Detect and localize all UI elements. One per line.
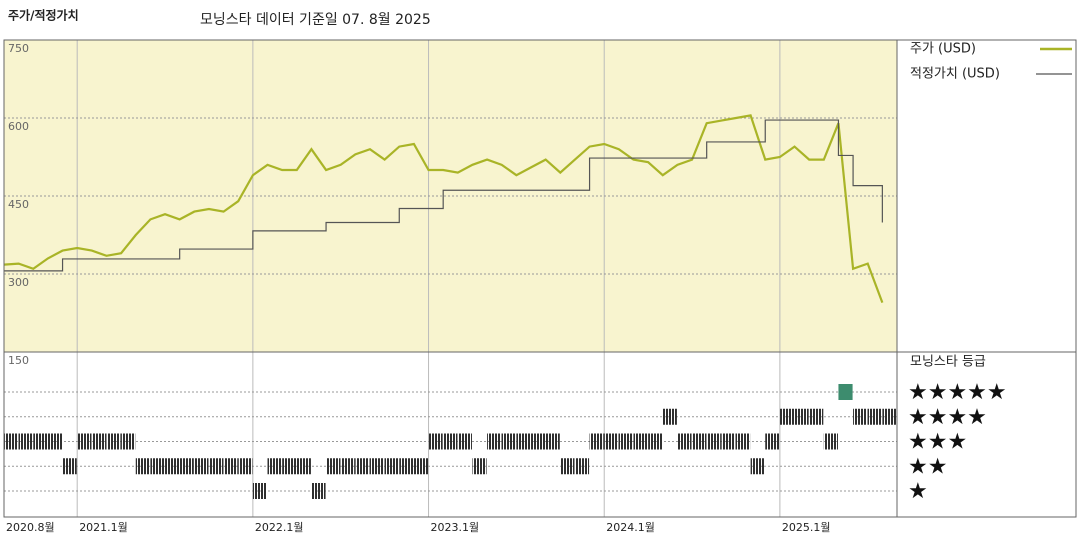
rating-bar [853,408,868,425]
rating-bar [604,433,619,450]
rating-bar [428,433,443,450]
rating-bar [150,458,165,475]
rating-bar [369,458,385,475]
x-tick-label: 2023.1월 [431,521,480,534]
y-tick-label: 750 [8,42,29,55]
rating-bar [779,408,795,425]
rating-bar [208,458,224,475]
x-tick-label: 2020.8월 [6,521,55,534]
x-tick-label: 2021.1월 [79,521,128,534]
rating-bar [135,458,150,475]
rating-label: ★★ [908,454,947,479]
rating-bar [531,433,546,450]
rating-bar [633,433,648,450]
rating-bar [18,433,33,450]
rating-bar [487,433,502,450]
legend-label: 적정가치 (USD) [910,67,1000,82]
rating-bar [296,458,311,475]
rating-bar [618,433,633,450]
y-tick-label: 450 [8,198,29,211]
rating-bar [194,458,209,475]
rating-bar [179,458,194,475]
rating-bar [472,458,487,475]
rating-bar [77,433,92,450]
rating-bar [457,433,472,450]
rating-bar [399,458,414,475]
rating-bar [355,458,370,475]
chart-subtitle: 모닝스타 데이터 기준일 07. 8월 2025 [200,12,431,28]
y-tick-label: 600 [8,120,29,133]
rating-bar [501,433,516,450]
fair-value-line [4,119,883,272]
rating-bar [91,433,106,450]
rating-bar [735,433,751,450]
y-tick-label: 150 [8,354,29,367]
rating-bar [882,408,897,425]
ratings-title: 모닝스타 등급 [910,355,986,370]
rating-bar [282,458,297,475]
rating-bar [121,433,136,450]
rating-bar [340,458,355,475]
rating-bar [560,458,575,475]
rating-bar [765,433,780,450]
rating-bar [47,433,63,450]
rating-bar [165,458,180,475]
rating-bar [823,433,838,450]
rating-bar [516,433,531,450]
rating-bar [4,433,19,450]
rating-label: ★★★ [908,430,967,455]
rating-bar [574,458,590,475]
rating-bar [267,458,282,475]
chart-title: 주가/적정가치 [8,8,79,23]
rating-bar [545,433,560,450]
rating-bar [838,384,853,400]
rating-bar [589,433,604,450]
x-tick-label: 2025.1월 [782,521,831,534]
rating-bar [238,458,253,475]
rating-bar [223,458,238,475]
rating-label: ★ [908,479,928,504]
rating-bar [794,408,809,425]
frame [3,39,1077,518]
rating-bar [809,408,824,425]
rating-bar [413,458,429,475]
rating-bar [706,433,721,450]
rating-bar [692,433,707,450]
rating-bar [106,433,121,450]
rating-bar [62,458,77,475]
legend-label: 주가 (USD) [910,42,976,57]
y-tick-label: 300 [8,276,29,289]
price-line [3,114,884,303]
rating-bar [311,483,326,499]
rating-bar [443,433,458,450]
rating-bar [662,408,677,425]
rating-bar [867,408,882,425]
rating-bar [677,433,692,450]
rating-bar [721,433,736,450]
rating-bar [326,458,341,475]
rating-bar [33,433,48,450]
rating-bar [252,483,268,499]
rating-bar [648,433,663,450]
x-tick-label: 2022.1월 [255,521,304,534]
rating-label: ★★★★ [908,405,987,430]
x-tick-label: 2024.1월 [606,521,655,534]
rating-bar [384,458,399,475]
rating-bar [750,458,765,475]
rating-label: ★★★★★ [908,380,1007,405]
